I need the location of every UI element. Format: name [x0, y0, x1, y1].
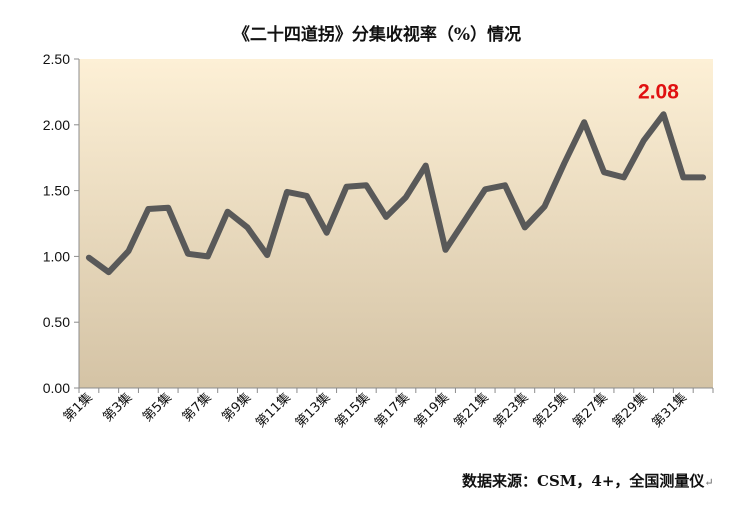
- x-tick-label: 第7集: [179, 390, 215, 426]
- y-tick-label: 0.00: [43, 380, 70, 396]
- data-point: [404, 195, 408, 199]
- data-point: [444, 248, 448, 252]
- data-point: [206, 254, 210, 258]
- x-tick-label: 第5集: [139, 390, 175, 426]
- x-tick-label: 第19集: [411, 390, 452, 431]
- data-point: [344, 185, 348, 189]
- x-tick-label: 第13集: [292, 390, 333, 431]
- data-point: [265, 253, 269, 257]
- paragraph-mark-icon: ↵: [704, 476, 714, 489]
- data-point: [622, 175, 626, 179]
- data-point: [523, 225, 527, 229]
- data-point: [503, 183, 507, 187]
- peak-data-label: 2.08: [638, 80, 679, 103]
- data-point: [602, 170, 606, 174]
- data-point: [701, 175, 705, 179]
- y-tick-label: 1.00: [43, 248, 70, 264]
- x-tick-label: 第15集: [332, 390, 373, 431]
- data-point: [285, 190, 289, 194]
- data-point: [424, 164, 428, 168]
- y-tick-label: 2.50: [43, 51, 70, 67]
- x-tick-label: 第21集: [451, 390, 492, 431]
- data-point: [543, 204, 547, 208]
- y-tick-label: 2.00: [43, 117, 70, 133]
- data-point: [325, 231, 329, 235]
- x-tick-label: 第29集: [609, 390, 650, 431]
- data-point: [107, 270, 111, 274]
- data-point: [226, 210, 230, 214]
- data-point: [642, 139, 646, 143]
- data-point: [562, 161, 566, 165]
- y-tick-label: 1.50: [43, 183, 70, 199]
- x-tick-label: 第25集: [530, 390, 571, 431]
- chart-title: 《二十四道拐》分集收视率（%）情况: [233, 24, 521, 45]
- plot-area: [79, 59, 713, 388]
- data-point: [127, 249, 131, 253]
- data-point: [186, 252, 190, 256]
- data-point: [166, 206, 170, 210]
- data-point: [146, 207, 150, 211]
- x-tick-label: 第17集: [371, 390, 412, 431]
- data-point: [483, 187, 487, 191]
- series-line: [85, 111, 707, 276]
- y-tick-label: 0.50: [43, 314, 70, 330]
- source-note-text: 数据来源：CSM，4+，全国测量仪: [462, 472, 705, 490]
- data-point: [384, 215, 388, 219]
- x-tick-label: 第3集: [100, 390, 136, 426]
- x-tick-label: 第31集: [649, 390, 690, 431]
- source-note: 数据来源：CSM，4+，全国测量仪↵: [462, 470, 714, 491]
- x-tick-label: 第9集: [219, 390, 255, 426]
- data-point: [582, 120, 586, 124]
- data-point: [245, 225, 249, 229]
- data-point: [661, 112, 665, 116]
- data-point: [681, 175, 685, 179]
- data-point: [305, 194, 309, 198]
- x-tick-label: 第23集: [490, 390, 531, 431]
- x-tick-label: 第11集: [252, 390, 293, 431]
- data-point: [463, 218, 467, 222]
- data-point: [364, 183, 368, 187]
- x-tick-label: 第27集: [569, 390, 610, 431]
- data-point: [87, 256, 91, 260]
